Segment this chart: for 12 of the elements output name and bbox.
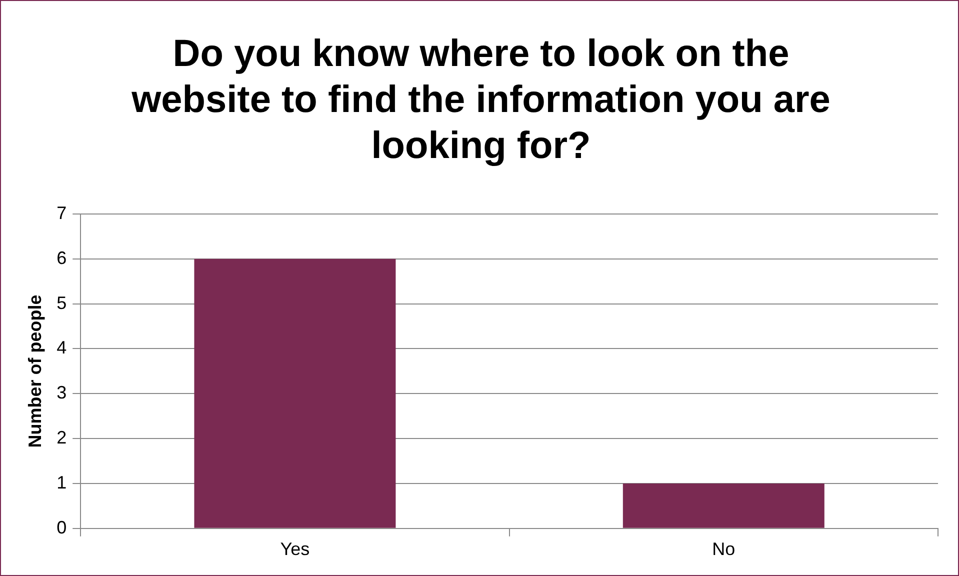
y-tick-label: 5 bbox=[56, 292, 67, 313]
y-tick-label: 1 bbox=[56, 472, 67, 492]
y-tick-label: 3 bbox=[56, 382, 67, 403]
y-tick-label: 0 bbox=[56, 517, 67, 538]
chart-title: Do you know where to look on the website to find the information you are looking for? bbox=[130, 32, 832, 169]
x-tick-label: Yes bbox=[280, 539, 310, 560]
y-tick-label: 4 bbox=[56, 338, 67, 358]
y-tick-label: 2 bbox=[56, 428, 67, 448]
y-tick-label: 6 bbox=[56, 248, 67, 268]
y-axis-title: Number of people bbox=[24, 294, 45, 448]
y-tick-label: 7 bbox=[56, 202, 67, 223]
x-tick-label: No bbox=[712, 539, 736, 560]
